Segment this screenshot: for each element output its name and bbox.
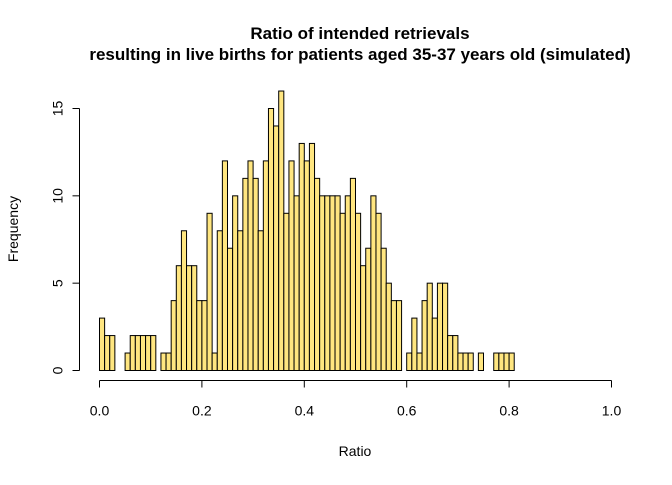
histogram-bar: [503, 352, 510, 371]
histogram-bar: [452, 335, 459, 372]
histogram-bar: [319, 195, 326, 371]
x-tick-label: 1.0: [602, 403, 622, 419]
histogram-bar: [104, 335, 111, 372]
histogram-bar: [216, 230, 223, 371]
histogram-bar: [467, 352, 474, 371]
histogram-bar: [242, 177, 249, 371]
x-tick-label: 0.4: [295, 403, 315, 419]
histogram-bar: [303, 160, 310, 371]
histogram-bar: [232, 195, 239, 371]
histogram-bar: [334, 195, 341, 371]
x-tick-label: 0.2: [192, 403, 212, 419]
histogram-bar: [349, 177, 357, 371]
histogram-bar: [109, 335, 116, 372]
histogram-bar: [175, 265, 182, 372]
histogram-bar: [390, 300, 397, 372]
histogram-bar: [416, 352, 423, 371]
histogram-bar: [298, 142, 305, 371]
histogram-bar: [308, 142, 316, 371]
histogram-bar: [375, 212, 382, 371]
histogram-bar: [262, 160, 269, 371]
histogram-bars: [99, 90, 515, 372]
histogram-bar: [385, 282, 392, 372]
histogram-bar: [170, 300, 177, 372]
histogram-bar: [457, 352, 464, 371]
x-tick-label: 0.0: [90, 403, 110, 419]
histogram-bar: [278, 90, 285, 371]
x-axis-label: Ratio: [339, 443, 372, 459]
histogram-bar: [370, 195, 377, 371]
histogram-bar: [201, 300, 208, 372]
histogram-bar: [257, 230, 264, 371]
histogram-bar: [99, 317, 106, 372]
histogram-bar: [221, 160, 229, 371]
histogram-bar: [431, 317, 438, 372]
histogram-bar: [180, 230, 188, 371]
y-axis-label: Frequency: [5, 196, 21, 262]
histogram-bar: [442, 282, 449, 372]
histogram-bar: [227, 247, 234, 371]
histogram-bar: [508, 352, 515, 371]
histogram-bar: [124, 352, 131, 371]
histogram-bar: [206, 212, 213, 371]
histogram-bar: [134, 335, 141, 372]
histogram-bar: [406, 352, 413, 371]
histogram-bar: [314, 177, 321, 371]
histogram-bar: [355, 212, 362, 371]
histogram-bar: [436, 282, 444, 372]
histogram-bar: [329, 195, 336, 371]
histogram-bar: [283, 212, 290, 371]
histogram-bar: [191, 265, 198, 372]
histogram-bar: [288, 160, 295, 371]
histogram-bar: [447, 335, 454, 372]
x-tick-label: 0.6: [397, 403, 417, 419]
y-tick-label: 5: [50, 279, 66, 287]
y-axis: 0 5 10 15: [50, 101, 80, 374]
histogram-bar: [150, 335, 157, 372]
y-tick-label: 15: [50, 101, 66, 117]
histogram-bar: [498, 352, 505, 371]
histogram-bar: [360, 265, 367, 372]
histogram-bar: [293, 195, 300, 371]
histogram-bar: [145, 335, 152, 372]
histogram-bar: [426, 282, 433, 372]
chart-title-line-1: Ratio of intended retrievals: [250, 24, 469, 43]
histogram-bar: [339, 212, 346, 371]
histogram-bar: [477, 352, 485, 371]
histogram-bar: [493, 352, 500, 371]
histogram-bar: [380, 247, 387, 371]
histogram-bar: [129, 335, 136, 372]
y-tick-label: 10: [50, 188, 66, 204]
histogram-bar: [344, 195, 351, 371]
histogram-bar: [267, 108, 275, 371]
histogram-bar: [252, 177, 259, 371]
histogram-bar: [273, 125, 280, 371]
histogram-bar: [139, 335, 147, 372]
histogram-bar: [186, 265, 193, 372]
x-axis: 0.0 0.2 0.4 0.6 0.8 1.0: [90, 380, 622, 419]
histogram-bar: [421, 300, 428, 372]
histogram-bar: [247, 160, 254, 371]
histogram-bar: [237, 230, 244, 371]
y-tick-label: 0: [50, 366, 66, 374]
histogram-bar: [165, 352, 172, 371]
histogram-bar: [411, 317, 418, 372]
chart-title-line-2: resulting in live births for patients ag…: [89, 45, 630, 64]
x-tick-label: 0.8: [499, 403, 519, 419]
histogram-bar: [324, 195, 331, 371]
histogram-bar: [211, 352, 218, 371]
histogram-bar: [365, 247, 372, 371]
histogram-bar: [160, 352, 167, 371]
histogram-bar: [395, 300, 403, 372]
histogram-bar: [196, 300, 203, 372]
histogram-bar: [462, 352, 469, 371]
